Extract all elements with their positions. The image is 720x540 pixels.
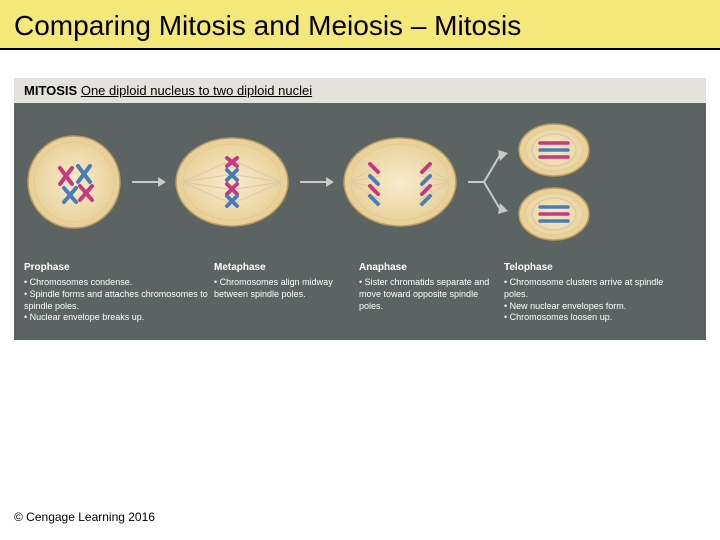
phase-name: Prophase <box>24 261 214 274</box>
telophase-label-col: Telophase • Chromosome clusters arrive a… <box>504 261 674 324</box>
telophase-cell-top-icon <box>516 121 592 179</box>
metaphase-label-col: Metaphase • Chromosomes align midway bet… <box>214 261 359 324</box>
telophase-cells <box>516 121 592 243</box>
diagram-container: MITOSIS One diploid nucleus to two diplo… <box>14 78 706 340</box>
phase-point: • Nuclear envelope breaks up. <box>24 312 214 324</box>
phase-point: • Chromosomes loosen up. <box>504 312 674 324</box>
phase-name: Metaphase <box>214 261 359 274</box>
stages-row <box>14 103 706 255</box>
prophase-label-col: Prophase • Chromosomes condense. • Spind… <box>24 261 214 324</box>
metaphase-cell-icon <box>172 132 292 232</box>
phase-point: • Chromosome clusters arrive at spindle … <box>504 277 674 300</box>
labels-row: Prophase • Chromosomes condense. • Spind… <box>14 255 706 340</box>
copyright-footer: © Cengage Learning 2016 <box>14 510 155 524</box>
phase-point: • Chromosomes condense. <box>24 277 214 289</box>
phase-point: • Spindle forms and attaches chromosomes… <box>24 289 214 312</box>
anaphase-label-col: Anaphase • Sister chromatids separate an… <box>359 261 504 324</box>
phase-point: • Chromosomes align midway between spind… <box>214 277 359 300</box>
page-title: Comparing Mitosis and Meiosis – Mitosis <box>14 10 706 42</box>
arrow-icon <box>298 172 334 192</box>
phase-name: Anaphase <box>359 261 504 274</box>
process-description: One diploid nucleus to two diploid nucle… <box>81 83 312 98</box>
prophase-cell-icon <box>24 132 124 232</box>
slide-header: Comparing Mitosis and Meiosis – Mitosis <box>0 0 720 50</box>
split-arrow-icon <box>466 137 510 227</box>
diagram-title-bar: MITOSIS One diploid nucleus to two diplo… <box>14 78 706 103</box>
arrow-icon <box>130 172 166 192</box>
telophase-cell-bottom-icon <box>516 185 592 243</box>
anaphase-cell-icon <box>340 132 460 232</box>
phase-point: • Sister chromatids separate and move to… <box>359 277 504 312</box>
phase-point: • New nuclear envelopes form. <box>504 301 674 313</box>
phase-name: Telophase <box>504 261 674 274</box>
process-label: MITOSIS <box>24 83 77 98</box>
